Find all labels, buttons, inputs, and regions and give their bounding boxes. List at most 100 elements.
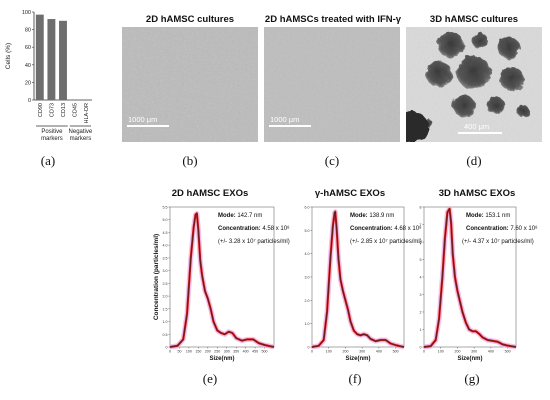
exo-x-tick-label: 300 (359, 350, 365, 354)
exo-y-tick-label: 4.0 (163, 244, 168, 248)
exo-g-chart: 0 1 2 3 4 5 6 7 8 0 100 200 300 400 500 Size(nm) (420, 206, 517, 362)
exo-g-mode-value: 153.1 nm (485, 213, 511, 219)
exo-f-label: (f) (348, 371, 362, 386)
micrograph-d-label: (d) (466, 153, 482, 168)
exo-series-line (169, 212, 275, 349)
exo-g-conc: Concentration: 7.60 x 10⁸ (466, 226, 538, 232)
exo-y-tick-label: 3.0 (305, 276, 310, 280)
exo-y-tick-label: 4.5 (163, 231, 168, 235)
bar-category-label: CD13 (61, 103, 67, 117)
exo-series-mean (169, 213, 275, 348)
exo-y-tick-label: 2 (420, 311, 422, 315)
exo-y-tick-label: 6 (420, 241, 422, 245)
marker-bar-chart: 0 20 40 60 80 100 Cells (%) CD90 CD73 CD13 CD45 HLA… (5, 10, 93, 142)
bar-group-label: markers (41, 136, 63, 142)
micrograph-c-label: (c) (324, 153, 340, 168)
exo-x-tick-label: 150 (195, 350, 201, 354)
exo-series-mean (311, 211, 405, 348)
micrograph-c-scalebar (269, 125, 311, 127)
exo-x-tick-label: 500 (393, 350, 399, 354)
exo-g-conc-err: (+/- 4.37 x 10⁷ particles/ml) (462, 239, 534, 245)
exo-e-conc-err: (+/- 3.28 x 10⁷ particles/ml) (218, 239, 290, 245)
exo-x-tick-label: 200 (454, 350, 460, 354)
micrograph-d-title: 3D hAMSC cultures (429, 14, 519, 25)
bar-category-label: HLA-DR (84, 103, 90, 124)
panel-a-label: (a) (40, 153, 56, 168)
micrograph-d-spheroids (406, 27, 542, 142)
exo-x-axis-label: Size(nm) (457, 356, 482, 362)
exo-e-conc-value: 4.58 x 10⁸ (262, 226, 290, 232)
micrograph-b-label: (b) (182, 153, 198, 168)
bar-y-tick-label: 0 (28, 98, 31, 104)
exo-x-tick-label: 0 (169, 350, 171, 354)
exo-f-mode: Mode: 138.9 nm (350, 213, 394, 219)
bar-category-label: CD45 (73, 103, 79, 117)
exo-y-tick-label: 4 (420, 276, 422, 280)
exo-y-tick-label: 0 (308, 346, 310, 350)
bar-y-tick-label: 60 (25, 45, 31, 51)
exo-y-tick-label: 0.5 (163, 333, 168, 337)
micrograph-b-cells (122, 27, 258, 142)
exo-y-tick-label: 6.0 (305, 206, 310, 210)
bar-category-label: CD90 (38, 103, 44, 117)
micrograph-c-title: 2D hAMSCs treated with IFN-γ (264, 14, 402, 25)
exo-x-axis-label: Size(nm) (345, 356, 370, 362)
panel-a: 0 20 40 60 80 100 Cells (%) CD90 CD73 CD13 CD45 HLA… (0, 0, 100, 170)
micrograph-c-image: 1000 μm (264, 27, 400, 142)
exo-series-mean (423, 208, 517, 348)
exo-f-mode-label: Mode: (350, 213, 368, 219)
exo-y-tick-label: 4.0 (305, 252, 310, 256)
exo-x-tick-label: 100 (326, 350, 332, 354)
exo-f-conc-value: 4.68 x 10⁸ (394, 226, 422, 232)
exo-f-conc-err: (+/- 2.85 x 10⁷ particles/ml) (350, 239, 422, 245)
exo-f-conc-label: Concentration: (350, 226, 393, 232)
exo-y-tick-label: 3.0 (163, 269, 168, 273)
exo-y-tick-label: 2.0 (163, 295, 168, 299)
exo-x-tick-label: 350 (233, 350, 239, 354)
micrograph-c-scale-label: 1000 μm (270, 115, 300, 124)
bar (47, 19, 56, 100)
exo-g-mode: Mode: 153.1 nm (466, 213, 510, 219)
exo-y-tick-label: 3 (420, 293, 422, 297)
exo-y-tick-label: 1.0 (305, 322, 310, 326)
bar-y-tick-label: 80 (25, 28, 31, 34)
exo-x-tick-label: 500 (505, 350, 511, 354)
exo-x-tick-label: 400 (488, 350, 494, 354)
exo-x-tick-label: 0 (311, 350, 313, 354)
bar-y-tick-label: 20 (25, 80, 31, 86)
micrograph-d-image: 400 μm (406, 27, 542, 142)
micrograph-b-scalebar (127, 125, 169, 127)
bar-group-label: Positive (41, 129, 63, 135)
exo-e-label: (e) (202, 371, 218, 386)
exo-e-conc-label: Concentration: (218, 226, 261, 232)
exo-x-tick-label: 50 (177, 350, 181, 354)
exo-x-axis-label: Size(nm) (209, 356, 234, 362)
exo-y-tick-label: 3.5 (163, 256, 168, 260)
exo-x-tick-label: 500 (262, 350, 268, 354)
exo-y-tick-label: 5.0 (163, 218, 168, 222)
exo-y-tick-label: 0 (166, 346, 168, 350)
exo-x-tick-label: 300 (224, 350, 230, 354)
bar-category-label: CD73 (49, 103, 55, 117)
exo-g-conc-label: Concentration: (466, 226, 509, 232)
exo-y-tick-label: 1.0 (163, 320, 168, 324)
micrograph-d-scale-label: 400 μm (464, 122, 490, 131)
exo-e-title: 2D hAMSC EXOs (171, 188, 249, 199)
exo-y-tick-label: 5.5 (163, 206, 168, 210)
exo-y-tick-label: 7 (420, 223, 422, 227)
exo-e-mode-value: 142.7 nm (237, 213, 263, 219)
bar (35, 14, 44, 101)
exo-g-mode-label: Mode: (466, 213, 484, 219)
exo-f-chart: 0 1.0 2.0 3.0 4.0 5.0 6.0 0 100 200 300 400 500 Size(… (305, 206, 405, 362)
exo-x-tick-label: 400 (243, 350, 249, 354)
exo-x-tick-label: 100 (438, 350, 444, 354)
bar-y-tick-label: 40 (25, 63, 31, 69)
exo-y-tick-label: 1.5 (163, 307, 168, 311)
exo-x-tick-label: 300 (471, 350, 477, 354)
exo-x-tick-label: 400 (376, 350, 382, 354)
exo-y-tick-label: 2.5 (163, 282, 168, 286)
exo-y-tick-label: 8 (420, 206, 422, 210)
exo-g-label: (g) (464, 371, 480, 386)
exo-e-conc: Concentration: 4.58 x 10⁸ (218, 226, 290, 232)
bar-y-tick-label: 100 (22, 10, 31, 16)
